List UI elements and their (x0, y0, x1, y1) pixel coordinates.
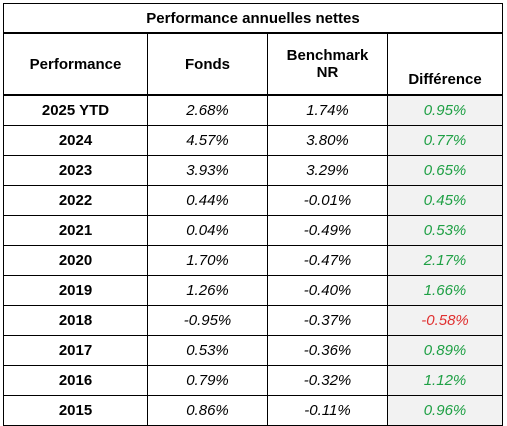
benchmark-cell: 3.29% (267, 155, 388, 186)
fonds-cell: 0.53% (147, 335, 268, 366)
table-row: 2022 0.44% -0.01% 0.45% (3, 185, 503, 216)
table-row: 2021 0.04% -0.49% 0.53% (3, 215, 503, 246)
difference-cell: 0.77% (387, 125, 503, 156)
difference-cell: 1.66% (387, 275, 503, 306)
table-row: 2025 YTD 2.68% 1.74% 0.95% (3, 94, 503, 126)
fonds-cell: -0.95% (147, 305, 268, 336)
benchmark-cell: -0.40% (267, 275, 388, 306)
benchmark-cell: -0.32% (267, 365, 388, 396)
difference-cell: 0.65% (387, 155, 503, 186)
fonds-cell: 4.57% (147, 125, 268, 156)
year-cell: 2020 (3, 245, 148, 276)
benchmark-cell: -0.49% (267, 215, 388, 246)
benchmark-cell: -0.47% (267, 245, 388, 276)
header-benchmark-line2: NR (316, 64, 339, 81)
table-row: 2017 0.53% -0.36% 0.89% (3, 335, 503, 366)
difference-cell: 1.12% (387, 365, 503, 396)
table-title: Performance annuelles nettes (3, 3, 503, 34)
year-cell: 2022 (3, 185, 148, 216)
fonds-cell: 2.68% (147, 94, 268, 126)
year-cell: 2021 (3, 215, 148, 246)
header-difference: Différence (387, 32, 503, 96)
benchmark-cell: 3.80% (267, 125, 388, 156)
table-row: 2023 3.93% 3.29% 0.65% (3, 155, 503, 186)
year-cell: 2025 YTD (3, 94, 148, 126)
fonds-cell: 0.44% (147, 185, 268, 216)
difference-cell: 0.53% (387, 215, 503, 246)
fonds-cell: 0.04% (147, 215, 268, 246)
year-cell: 2016 (3, 365, 148, 396)
fonds-cell: 1.70% (147, 245, 268, 276)
header-benchmark: Benchmark NR (267, 32, 388, 96)
table-row: 2019 1.26% -0.40% 1.66% (3, 275, 503, 306)
table-row: 2020 1.70% -0.47% 2.17% (3, 245, 503, 276)
fonds-cell: 0.79% (147, 365, 268, 396)
table-body: 2025 YTD 2.68% 1.74% 0.95% 2024 4.57% 3.80% 0.7… (3, 94, 503, 426)
difference-cell: 0.95% (387, 94, 503, 126)
benchmark-cell: 1.74% (267, 94, 388, 126)
benchmark-cell: -0.36% (267, 335, 388, 366)
year-cell: 2018 (3, 305, 148, 336)
header-benchmark-line1: Benchmark (286, 47, 369, 64)
year-cell: 2019 (3, 275, 148, 306)
year-cell: 2024 (3, 125, 148, 156)
difference-cell: 0.89% (387, 335, 503, 366)
year-cell: 2023 (3, 155, 148, 186)
benchmark-cell: -0.37% (267, 305, 388, 336)
performance-table-container: Performance annuelles nettes Performance… (3, 3, 503, 426)
benchmark-cell: -0.01% (267, 185, 388, 216)
header-performance: Performance (3, 32, 148, 96)
difference-cell: 0.45% (387, 185, 503, 216)
header-fonds: Fonds (147, 32, 268, 96)
table-row: 2016 0.79% -0.32% 1.12% (3, 365, 503, 396)
table-row: 2024 4.57% 3.80% 0.77% (3, 125, 503, 156)
table-row: 2018 -0.95% -0.37% -0.58% (3, 305, 503, 336)
performance-table: Performance annuelles nettes Performance… (3, 3, 503, 426)
difference-cell: -0.58% (387, 305, 503, 336)
difference-cell: 2.17% (387, 245, 503, 276)
year-cell: 2017 (3, 335, 148, 366)
fonds-cell: 3.93% (147, 155, 268, 186)
fonds-cell: 1.26% (147, 275, 268, 306)
